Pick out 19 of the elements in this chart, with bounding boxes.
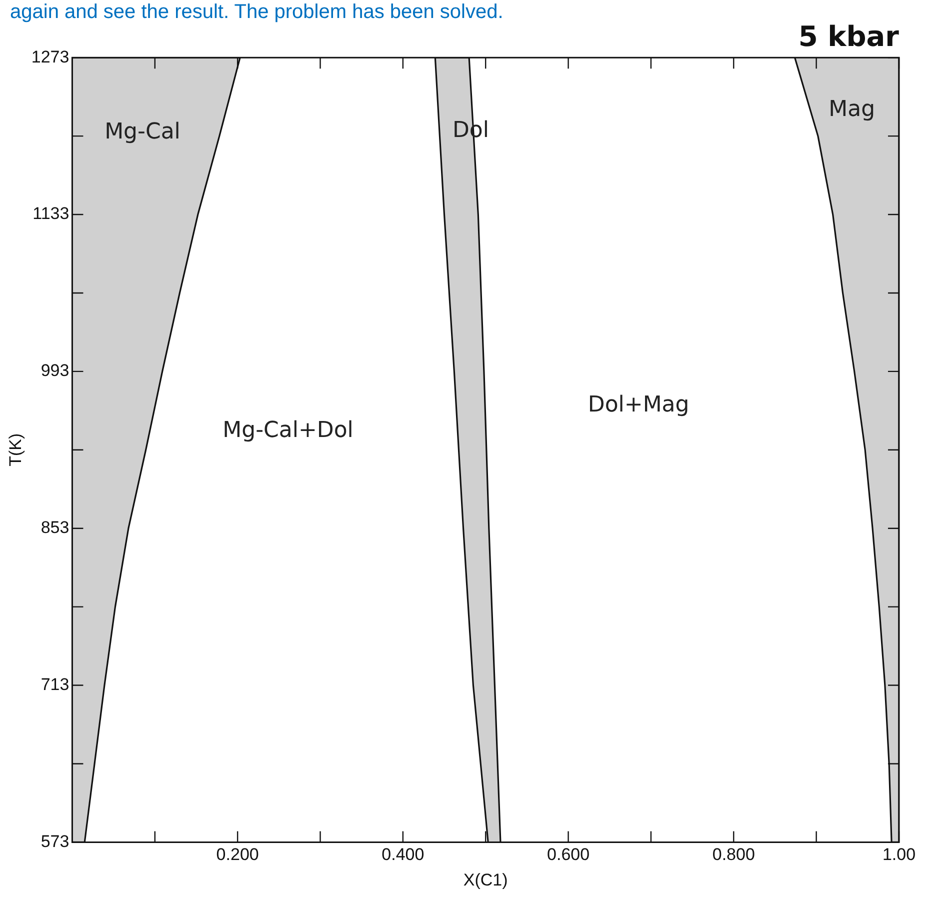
y-tick-label: 1133 bbox=[32, 204, 70, 224]
y-tick-label: 853 bbox=[40, 518, 70, 538]
x-tick-label: 0.200 bbox=[216, 845, 259, 864]
y-tick-label: 713 bbox=[40, 674, 70, 694]
x-tick-label: 1.00 bbox=[882, 845, 916, 864]
chart-title: 5 kbar bbox=[798, 20, 900, 54]
y-tick-label: 573 bbox=[40, 832, 70, 851]
x-tick-label: 0.800 bbox=[712, 845, 755, 864]
annotation: Mg-Cal+Dol bbox=[222, 418, 354, 443]
text: again and see the result. The problem has been solved. bbox=[10, 1, 504, 24]
y-tick-label: 993 bbox=[40, 361, 70, 380]
annotation: Dol+Mag bbox=[588, 392, 690, 418]
y-axis-title: T(K) bbox=[6, 433, 25, 466]
x-tick-label: 0.400 bbox=[382, 845, 424, 864]
series-label: Mag bbox=[828, 96, 876, 122]
y-tick-label: 1273 bbox=[31, 47, 70, 66]
x-tick-label: 0.600 bbox=[547, 845, 590, 864]
series-label: Mg-Cal bbox=[104, 120, 180, 145]
x-axis-title: X(C1) bbox=[463, 870, 508, 890]
